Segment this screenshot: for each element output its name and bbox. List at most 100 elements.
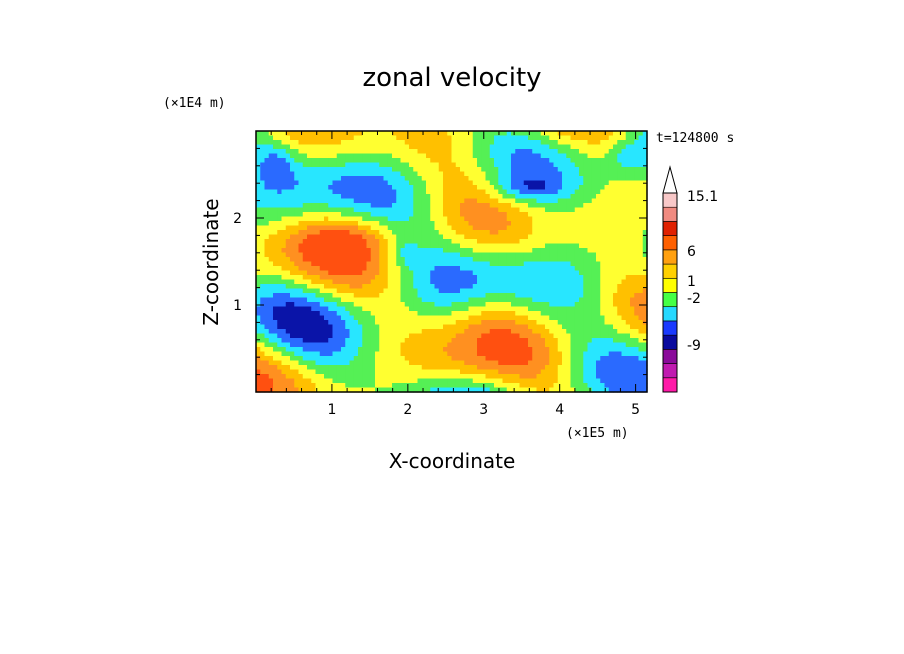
field-cell bbox=[621, 257, 627, 263]
field-cell bbox=[256, 239, 261, 245]
field-cell bbox=[336, 302, 342, 308]
field-cell bbox=[392, 279, 397, 285]
field-cell bbox=[447, 279, 453, 285]
field-cell bbox=[549, 185, 555, 191]
field-cell bbox=[481, 338, 487, 344]
field-cell bbox=[281, 135, 287, 141]
field-cell bbox=[290, 356, 295, 362]
field-cell bbox=[617, 257, 623, 263]
field-cell bbox=[281, 252, 287, 258]
field-cell bbox=[553, 347, 559, 353]
field-cell bbox=[290, 185, 295, 191]
field-cell bbox=[574, 167, 580, 173]
field-cell bbox=[587, 194, 593, 200]
field-cell bbox=[468, 225, 474, 231]
field-cell bbox=[392, 275, 397, 281]
field-cell bbox=[447, 356, 453, 362]
field-cell bbox=[277, 293, 283, 299]
field-cell bbox=[434, 306, 440, 312]
field-cell bbox=[311, 288, 317, 294]
field-cell bbox=[485, 149, 491, 155]
field-cell bbox=[430, 252, 436, 258]
field-cell bbox=[349, 221, 355, 227]
field-cell bbox=[579, 288, 584, 294]
field-cell bbox=[417, 234, 423, 240]
field-cell bbox=[447, 302, 453, 308]
field-cell bbox=[260, 230, 266, 236]
field-cell bbox=[307, 176, 312, 182]
field-cell bbox=[290, 284, 295, 290]
field-cell bbox=[438, 261, 444, 267]
field-cell bbox=[608, 369, 614, 375]
field-cell bbox=[506, 356, 512, 362]
field-cell bbox=[613, 207, 618, 213]
field-cell bbox=[387, 230, 393, 236]
field-cell bbox=[336, 212, 342, 218]
field-cell bbox=[447, 149, 453, 155]
field-cell bbox=[358, 158, 363, 164]
field-cell bbox=[464, 315, 470, 321]
field-cell bbox=[506, 131, 512, 137]
field-cell bbox=[472, 275, 478, 281]
field-cell bbox=[494, 212, 499, 218]
field-cell bbox=[383, 347, 389, 353]
field-cell bbox=[353, 153, 359, 159]
field-cell bbox=[311, 149, 317, 155]
field-cell bbox=[400, 293, 406, 299]
field-cell bbox=[625, 158, 631, 164]
field-cell bbox=[549, 189, 555, 195]
field-cell bbox=[583, 311, 589, 317]
field-cell bbox=[570, 135, 576, 141]
field-cell bbox=[451, 351, 457, 357]
field-cell bbox=[443, 365, 448, 371]
field-cell bbox=[353, 216, 359, 222]
field-cell bbox=[264, 270, 270, 276]
field-cell bbox=[366, 153, 372, 159]
field-cell bbox=[485, 279, 491, 285]
field-cell bbox=[370, 221, 376, 227]
field-cell bbox=[553, 239, 559, 245]
field-cell bbox=[608, 306, 614, 312]
field-cell bbox=[256, 167, 261, 173]
field-cell bbox=[443, 149, 448, 155]
field-cell bbox=[511, 198, 516, 204]
field-cell bbox=[591, 144, 597, 150]
field-cell bbox=[294, 288, 300, 294]
field-cell bbox=[281, 365, 287, 371]
field-cell bbox=[404, 131, 410, 137]
field-cell bbox=[536, 158, 542, 164]
field-cell bbox=[638, 315, 644, 321]
field-cell bbox=[409, 198, 414, 204]
field-cell bbox=[570, 351, 576, 357]
field-cell bbox=[464, 135, 470, 141]
field-cell bbox=[336, 248, 342, 254]
field-cell bbox=[498, 270, 504, 276]
field-cell bbox=[638, 153, 644, 159]
field-cell bbox=[532, 369, 538, 375]
field-cell bbox=[502, 257, 508, 263]
field-cell bbox=[370, 212, 376, 218]
field-cell bbox=[579, 306, 584, 312]
field-cell bbox=[345, 293, 351, 299]
field-cell bbox=[583, 234, 589, 240]
field-cell bbox=[443, 266, 448, 272]
field-cell bbox=[290, 266, 295, 272]
field-cell bbox=[268, 306, 274, 312]
field-cell bbox=[349, 270, 355, 276]
field-cell bbox=[591, 293, 597, 299]
field-cell bbox=[307, 171, 312, 177]
field-cell bbox=[324, 167, 329, 173]
field-cell bbox=[562, 158, 567, 164]
field-cell bbox=[336, 180, 342, 186]
field-cell bbox=[375, 275, 380, 281]
field-cell bbox=[358, 234, 363, 240]
field-cell bbox=[409, 270, 414, 276]
field-cell bbox=[277, 311, 283, 317]
field-cell bbox=[617, 320, 623, 326]
field-cell bbox=[341, 261, 346, 267]
field-cell bbox=[413, 297, 419, 303]
field-cell bbox=[617, 221, 623, 227]
field-cell bbox=[498, 198, 504, 204]
field-cell bbox=[404, 153, 410, 159]
field-cell bbox=[549, 162, 555, 168]
